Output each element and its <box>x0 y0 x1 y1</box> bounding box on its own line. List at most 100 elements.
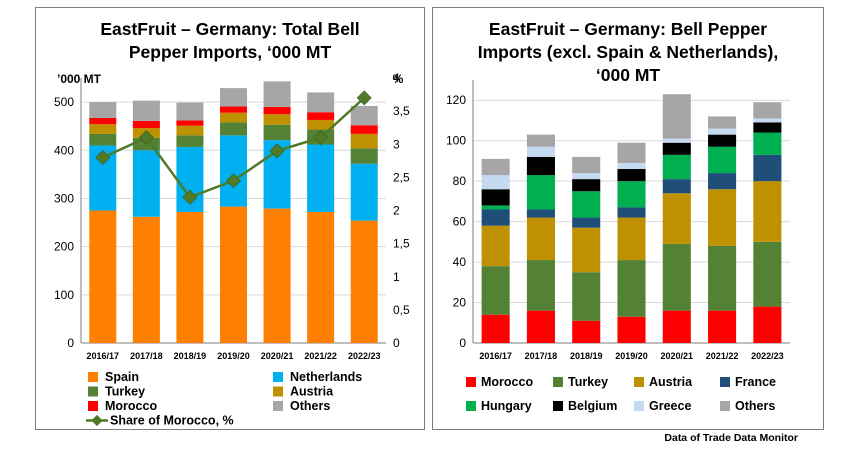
left-bar-segment <box>263 106 291 115</box>
right-legend-label: Hungary <box>481 399 532 413</box>
left-bar-segment <box>350 163 378 221</box>
right-y-tick-label: 120 <box>446 93 466 107</box>
left-bar-segment <box>89 102 117 118</box>
left-y2-tick-label: 3 <box>393 137 400 151</box>
left-bar-segment <box>263 124 291 141</box>
left-y2-tick-label: 2,5 <box>393 170 410 184</box>
left-y-tick-label: 200 <box>54 240 74 254</box>
right-bar-segment <box>753 181 782 242</box>
left-y2-tick-label: 3,5 <box>393 104 410 118</box>
left-bar-segment <box>350 148 378 164</box>
right-chart-title: EastFruit – Germany: Bell Pepper Imports… <box>433 18 823 87</box>
right-bar-segment <box>753 132 782 155</box>
right-bar-segment <box>572 191 601 218</box>
right-bar-segment <box>481 266 510 315</box>
left-bar-segment <box>263 114 291 125</box>
left-bar-segment <box>89 133 117 146</box>
left-bar-segment <box>176 135 204 147</box>
left-bar-segment <box>176 211 204 343</box>
right-y-tick-label: 20 <box>453 296 467 310</box>
left-y2-tick-label: 2 <box>393 204 400 218</box>
right-y-tick-label: 0 <box>459 336 466 350</box>
right-legend-label: Turkey <box>568 375 608 389</box>
right-x-tick-label: 2021/22 <box>706 351 739 361</box>
right-bar-segment <box>662 193 691 244</box>
right-bar-segment <box>481 189 510 206</box>
right-bar-segment <box>617 169 646 182</box>
left-share-marker <box>269 143 285 159</box>
right-title-line: EastFruit – Germany: Bell Pepper <box>488 19 768 39</box>
left-bar-segment <box>307 112 335 120</box>
right-bar-segment <box>662 138 691 143</box>
right-chart-svg: 0 20 40 60 80 100 120 2016/17 2017/18 2018/19 2019… <box>446 80 790 413</box>
left-y-axis-title: ’000 MT <box>57 72 102 86</box>
left-bar-segment <box>219 112 248 123</box>
right-bar-segment <box>526 260 555 311</box>
left-legend-label: Share of Morocco, % <box>110 414 234 428</box>
right-title-line: Imports (excl. Spain & Netherlands), <box>477 42 779 62</box>
left-bar-segment <box>307 211 335 343</box>
left-y2-tick-label: 0 <box>393 336 400 350</box>
right-bar-segment <box>753 118 782 123</box>
left-title-line: Pepper Imports, ‘000 MT <box>128 42 332 62</box>
right-y-tick-label: 60 <box>453 215 467 229</box>
left-y2-tick-label: 1 <box>393 270 400 284</box>
right-y-tick-label: 40 <box>453 255 467 269</box>
right-bar-segment <box>617 207 646 218</box>
right-bar-segment <box>526 217 555 261</box>
right-legend-swatch <box>720 377 730 387</box>
right-bar-segment <box>617 142 646 163</box>
right-bar-segment <box>708 134 737 147</box>
right-y-tick-label: 100 <box>446 134 466 148</box>
left-bar-segment <box>219 106 248 113</box>
left-x-tick-label: 2021/22 <box>304 351 337 361</box>
left-legend-swatch <box>273 386 283 397</box>
left-bar-segment <box>350 133 378 149</box>
right-legend-label: Belgium <box>568 399 617 413</box>
left-y2-tick-label: 4 <box>393 71 400 85</box>
right-bar-segment <box>617 260 646 317</box>
right-x-tick-label: 2020/21 <box>661 351 694 361</box>
left-bar-segment <box>132 120 160 129</box>
right-bar-segment <box>753 102 782 119</box>
left-legend-swatch <box>273 401 283 411</box>
right-legend-swatch <box>553 401 563 411</box>
left-bar-segment <box>307 144 335 212</box>
left-bar-segment <box>263 81 291 107</box>
right-bar-segment <box>617 217 646 261</box>
right-bar-segment <box>481 314 510 343</box>
left-chart-panel: EastFruit – Germany: Total Bell Pepper I… <box>35 7 425 430</box>
left-bar-segment <box>176 125 204 136</box>
left-y2-tick-label: 1,5 <box>393 237 410 251</box>
right-bar-segment <box>753 122 782 133</box>
left-bar-segment <box>219 122 248 136</box>
left-x-tick-label: 2018/19 <box>174 351 207 361</box>
left-legend-marker <box>91 414 103 427</box>
right-bar-segment <box>572 179 601 192</box>
left-bar-segment <box>350 125 378 134</box>
right-bar-segment <box>526 209 555 218</box>
right-bar-segment <box>708 146 737 174</box>
right-bar-segment <box>481 205 510 210</box>
right-bar-segment <box>526 134 555 147</box>
right-bar-segment <box>526 310 555 343</box>
left-y2-tick-label: 0,5 <box>393 303 410 317</box>
left-bar-segment <box>350 220 378 343</box>
right-bar-segment <box>617 162 646 170</box>
right-bar-segment <box>708 245 737 311</box>
left-legend-label: Turkey <box>105 385 145 399</box>
left-bar-segment <box>89 210 117 343</box>
right-x-tick-label: 2017/18 <box>525 351 558 361</box>
left-share-marker <box>313 130 329 146</box>
left-bar-segment <box>263 208 291 343</box>
left-share-marker <box>226 173 241 189</box>
left-share-marker <box>182 189 198 205</box>
left-bar-segment <box>89 124 117 134</box>
right-bar-segment <box>662 94 691 139</box>
right-bar-segment <box>753 306 782 343</box>
right-y-tick-label: 80 <box>453 174 467 188</box>
right-bar-segment <box>708 173 737 190</box>
left-y-tick-label: 400 <box>54 143 74 157</box>
left-bar-segment <box>132 150 160 217</box>
right-x-tick-label: 2022/23 <box>751 351 784 361</box>
